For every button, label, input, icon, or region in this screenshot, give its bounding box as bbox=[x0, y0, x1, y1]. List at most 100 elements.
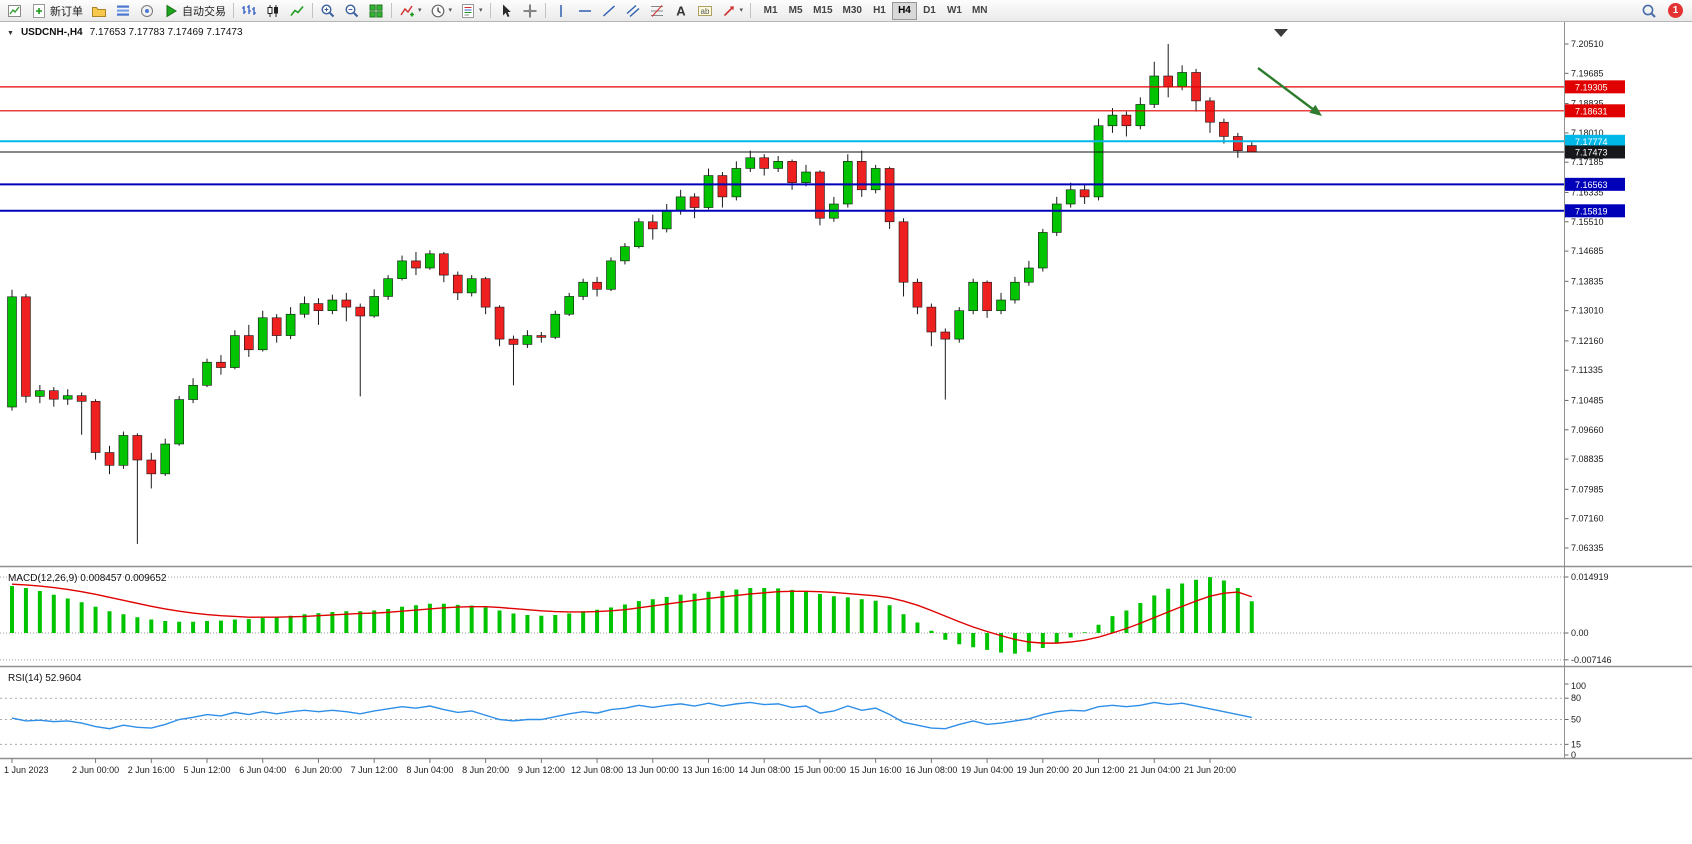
timeframe-w1-button[interactable]: W1 bbox=[942, 2, 967, 20]
toolbar-separator bbox=[312, 3, 313, 18]
label-icon: ab bbox=[697, 5, 712, 16]
svg-text:100: 100 bbox=[1571, 681, 1586, 691]
time-axis-label: 13 Jun 00:00 bbox=[627, 765, 679, 775]
timeframe-m30-button[interactable]: M30 bbox=[838, 2, 867, 20]
horizontal-line-button[interactable] bbox=[573, 1, 597, 21]
chart-window: 7.20510 7.19685 7.18835 7.18010 7.17185 7.163… bbox=[0, 22, 1692, 844]
time-axis-label: 8 Jun 20:00 bbox=[462, 765, 509, 775]
timeframe-h4-button[interactable]: H4 bbox=[891, 1, 917, 20]
chart-header: ▼ USDCNH-,H4 7.17653 7.17783 7.17469 7.1… bbox=[7, 27, 243, 38]
trendline-icon bbox=[602, 4, 615, 17]
candlestick-chart-icon bbox=[267, 4, 278, 17]
svg-text:0.014919: 0.014919 bbox=[1571, 572, 1609, 582]
macd-indicator-label: MACD(12,26,9) 0.008457 0.009652 bbox=[8, 573, 167, 584]
svg-text:7.20510: 7.20510 bbox=[1571, 39, 1604, 49]
chevron-down-icon: ▾ bbox=[479, 7, 483, 14]
tile-windows-icon bbox=[369, 4, 383, 17]
vertical-line-button[interactable] bbox=[549, 1, 573, 21]
timeframe-toolbar: M1 M5 M15 M30 H1 H4 D1 W1 MN bbox=[758, 1, 993, 20]
timeframe-m5-button[interactable]: M5 bbox=[783, 2, 808, 20]
collapse-triangle-icon[interactable]: ▼ bbox=[7, 30, 14, 37]
svg-text:7.12160: 7.12160 bbox=[1571, 336, 1604, 346]
time-axis-label: 1 Jun 2023 bbox=[4, 765, 49, 775]
hlines-layer bbox=[0, 86, 1565, 212]
chevron-down-icon: ▾ bbox=[448, 7, 453, 14]
notification-badge[interactable]: 1 bbox=[1668, 3, 1683, 18]
fibonacci-button[interactable] bbox=[645, 1, 669, 21]
text-button[interactable]: A bbox=[669, 1, 693, 21]
line-chart-button[interactable] bbox=[285, 1, 309, 21]
time-axis-label: 20 Jun 12:00 bbox=[1073, 765, 1125, 775]
new-order-icon bbox=[33, 3, 45, 18]
timeframe-mn-button[interactable]: MN bbox=[967, 2, 993, 20]
zoom-out-icon bbox=[345, 3, 359, 17]
data-window-button[interactable] bbox=[135, 1, 159, 21]
zoom-in-icon bbox=[321, 3, 335, 17]
tile-windows-button[interactable] bbox=[364, 1, 388, 21]
time-axis: 1 Jun 2023 2 Jun 00:00 2 Jun 16:00 5 Jun 12… bbox=[4, 758, 1236, 775]
svg-text:7.17185: 7.17185 bbox=[1571, 157, 1604, 167]
fibonacci-icon bbox=[650, 4, 663, 17]
svg-text:7.19685: 7.19685 bbox=[1571, 68, 1604, 78]
svg-text:7.13010: 7.13010 bbox=[1571, 306, 1604, 316]
toolbar-separator bbox=[233, 3, 234, 18]
zoom-in-button[interactable] bbox=[316, 1, 340, 21]
timeframe-m1-button[interactable]: M1 bbox=[758, 2, 783, 20]
svg-text:7.18835: 7.18835 bbox=[1571, 99, 1604, 109]
svg-text:80: 80 bbox=[1571, 693, 1581, 703]
rsi-panel: 100 80 50 150 bbox=[0, 681, 1586, 760]
channel-button[interactable] bbox=[621, 1, 645, 21]
toolbar-separator bbox=[489, 3, 491, 18]
chevron-down-icon: ▾ bbox=[739, 7, 744, 14]
time-axis-label: 15 Jun 16:00 bbox=[850, 765, 902, 775]
timeframe-d1-button[interactable]: D1 bbox=[917, 2, 942, 20]
svg-text:7.13835: 7.13835 bbox=[1571, 276, 1604, 286]
templates-button[interactable]: ▾ bbox=[456, 1, 487, 21]
autotrading-label: 自动交易 bbox=[182, 5, 226, 18]
macd-signal-line bbox=[11, 583, 1252, 644]
periods-button[interactable]: ▾ bbox=[426, 1, 457, 21]
crosshair-button[interactable] bbox=[518, 1, 542, 21]
svg-text:7.18010: 7.18010 bbox=[1571, 128, 1604, 138]
candlestick-chart-button[interactable] bbox=[261, 1, 285, 21]
time-axis-label: 9 Jun 12:00 bbox=[518, 765, 565, 775]
chevron-down-icon: ▾ bbox=[418, 7, 422, 14]
svg-text:7.06335: 7.06335 bbox=[1571, 543, 1604, 553]
time-axis-label: 19 Jun 20:00 bbox=[1017, 765, 1069, 775]
new-chart-icon bbox=[8, 4, 21, 17]
arrows-button[interactable]: ▾ bbox=[717, 1, 748, 21]
timeframe-m15-button[interactable]: M15 bbox=[808, 2, 837, 20]
data-window-icon bbox=[141, 4, 153, 17]
chart-canvas[interactable]: 7.20510 7.19685 7.18835 7.18010 7.17185 7.163… bbox=[0, 22, 1692, 844]
horizontal-line-icon bbox=[578, 9, 591, 12]
templates-icon bbox=[462, 3, 475, 18]
zoom-out-button[interactable] bbox=[340, 1, 364, 21]
indicators-icon bbox=[400, 5, 414, 16]
new-order-label: 新订单 bbox=[50, 5, 83, 18]
time-axis-label: 19 Jun 04:00 bbox=[961, 765, 1013, 775]
clock-icon bbox=[431, 4, 444, 17]
trendline-button[interactable] bbox=[597, 1, 621, 21]
indicators-button[interactable]: ▾ bbox=[395, 1, 426, 21]
arrow-tool-icon bbox=[723, 5, 734, 16]
time-axis-label: 15 Jun 00:00 bbox=[794, 765, 846, 775]
chart-ohlc: 7.17653 7.17783 7.17469 7.17473 bbox=[89, 27, 243, 38]
cursor-button[interactable] bbox=[494, 1, 518, 21]
new-order-button[interactable]: 新订单 bbox=[27, 1, 87, 21]
time-axis-label: 8 Jun 04:00 bbox=[406, 765, 453, 775]
autotrading-button[interactable]: 自动交易 bbox=[159, 1, 230, 21]
new-chart-button[interactable] bbox=[3, 1, 27, 21]
label-button[interactable]: ab bbox=[693, 1, 717, 21]
scroll-to-end-marker[interactable] bbox=[1274, 29, 1288, 37]
market-watch-button[interactable] bbox=[111, 1, 135, 21]
search-button[interactable] bbox=[1637, 1, 1661, 21]
time-axis-label: 2 Jun 16:00 bbox=[128, 765, 175, 775]
bar-chart-button[interactable] bbox=[237, 1, 261, 21]
trend-arrow-annotation[interactable] bbox=[1257, 67, 1322, 116]
toolbar-separator bbox=[391, 3, 392, 18]
svg-text:ab: ab bbox=[700, 6, 709, 15]
profiles-button[interactable] bbox=[87, 1, 111, 21]
svg-text:7.07160: 7.07160 bbox=[1571, 514, 1604, 524]
timeframe-h1-button[interactable]: H1 bbox=[867, 2, 892, 20]
search-icon bbox=[1642, 4, 1656, 18]
